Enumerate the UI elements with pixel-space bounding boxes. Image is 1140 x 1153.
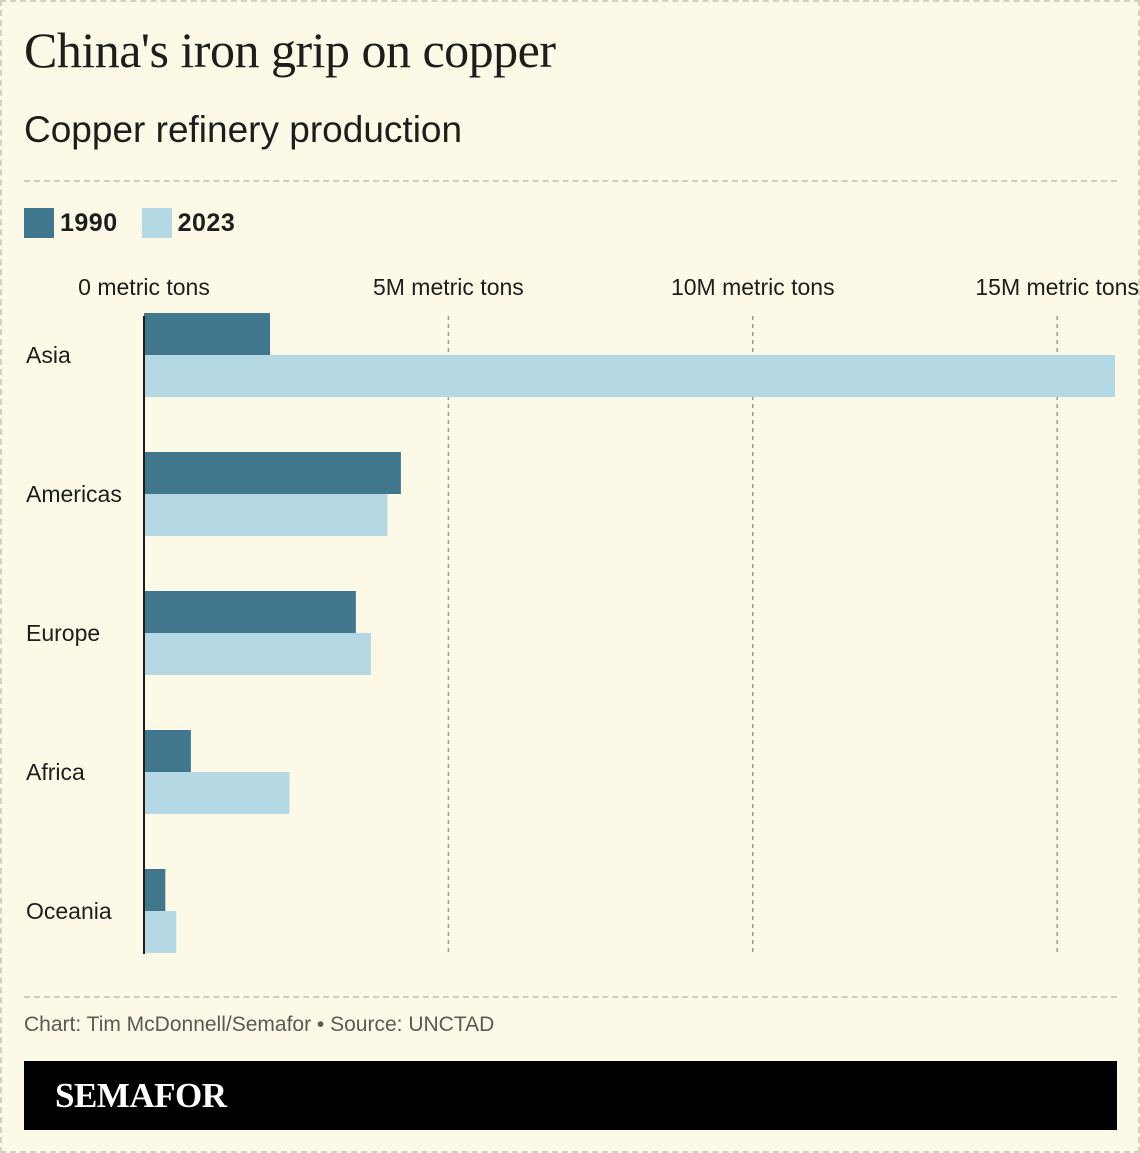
category-label-africa: Africa <box>26 759 85 785</box>
category-label-americas: Americas <box>26 481 122 507</box>
legend-item-1990: 1990 <box>24 208 118 238</box>
bar-europe-1990 <box>144 591 356 633</box>
bar-africa-2023 <box>144 772 290 814</box>
legend-swatch-1990 <box>24 208 54 238</box>
chart-subtitle: Copper refinery production <box>24 109 463 150</box>
legend-label-2023: 2023 <box>177 208 236 237</box>
legend-item-2023: 2023 <box>141 208 236 238</box>
legend-label-1990: 1990 <box>60 208 118 237</box>
legend: 1990 2023 <box>24 206 259 240</box>
x-tick-label-1: 5M metric tons <box>373 274 524 300</box>
category-label-oceania: Oceania <box>26 898 112 924</box>
bar-americas-1990 <box>144 452 401 494</box>
chart-credit: Chart: Tim McDonnell/Semafor • Source: U… <box>24 1013 495 1036</box>
bar-oceania-2023 <box>144 911 177 953</box>
bar-asia-1990 <box>144 313 271 355</box>
category-label-europe: Europe <box>26 620 100 646</box>
bar-asia-2023 <box>144 355 1115 397</box>
category-label-asia: Asia <box>26 342 71 368</box>
bar-africa-1990 <box>144 730 191 772</box>
footer-divider <box>24 996 1117 998</box>
x-tick-label-0: 0 metric tons <box>78 274 210 300</box>
chart-title: China's iron grip on copper <box>24 22 556 78</box>
bar-chart: 0 metric tons 5M metric tons 10M metric to… <box>26 274 1139 954</box>
bar-americas-2023 <box>144 494 388 536</box>
x-tick-label-2: 10M metric tons <box>671 274 835 300</box>
bar-oceania-1990 <box>144 869 166 911</box>
semafor-logo: SEMAFOR <box>55 1075 227 1115</box>
header-divider <box>24 180 1117 182</box>
x-tick-label-3: 15M metric tons <box>975 274 1139 300</box>
legend-swatch-2023 <box>141 208 172 238</box>
brand-bar: SEMAFOR <box>24 1061 1117 1130</box>
bar-europe-2023 <box>144 633 372 675</box>
